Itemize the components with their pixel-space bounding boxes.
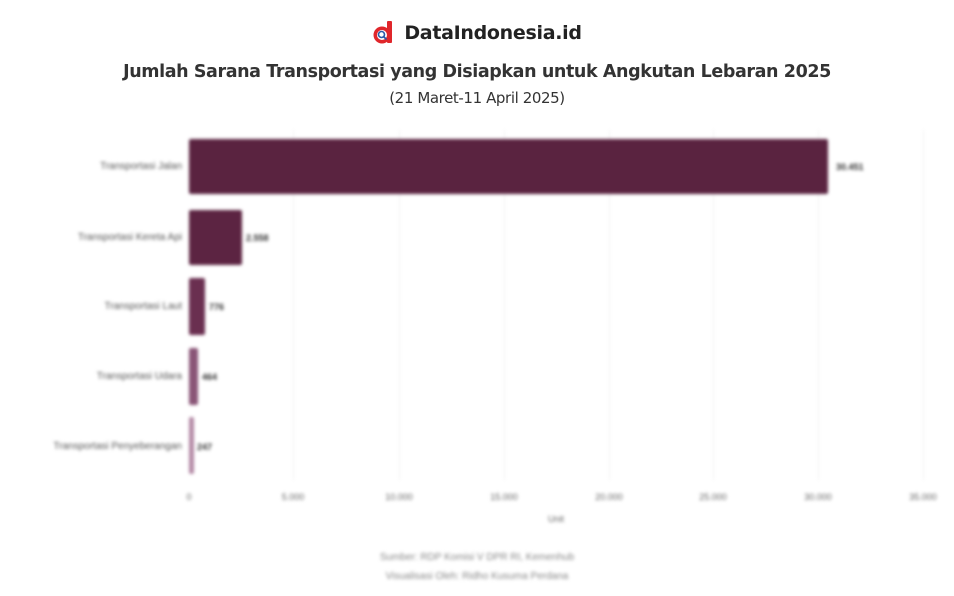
category-label: Transportasi Jalan [100, 161, 182, 172]
bar-transportasi-penyeberangan[interactable] [189, 417, 194, 474]
x-tick: 30.000 [804, 492, 832, 502]
bar-transportasi-udara[interactable] [189, 348, 198, 405]
value-label: 247 [197, 442, 213, 452]
x-tick: 20.000 [595, 492, 623, 502]
x-tick: 15.000 [490, 492, 518, 502]
category-label: Transportasi Laut [104, 301, 182, 312]
visualization-credit: Visualisasi Oleh: Ridho Kusuma Perdana [385, 571, 569, 582]
brand-name: DataIndonesia.id [404, 22, 582, 44]
gridline [818, 130, 819, 480]
x-tick: 10.000 [385, 492, 413, 502]
bar-transportasi-jalan[interactable] [189, 139, 828, 194]
brand-header: DataIndonesia.id [0, 21, 954, 45]
gridline [609, 130, 610, 480]
category-label: Transportasi Kereta Api [77, 232, 182, 243]
bar-transportasi-kereta-api[interactable] [189, 210, 242, 265]
value-label: 464 [202, 372, 218, 382]
x-tick: 0 [186, 492, 192, 502]
dataindonesia-logo-icon [372, 21, 394, 45]
value-label: 776 [209, 302, 225, 312]
category-label: Transportasi Udara [96, 371, 182, 382]
gridline [293, 130, 294, 480]
x-tick: 35.000 [909, 492, 937, 502]
chart-title: Jumlah Sarana Transportasi yang Disiapka… [123, 62, 831, 82]
x-tick: 25.000 [699, 492, 727, 502]
gridline [399, 130, 400, 480]
bar-transportasi-laut[interactable] [189, 278, 205, 335]
value-label: 2.558 [246, 233, 269, 243]
chart-subtitle: (21 Maret-11 April 2025) [389, 89, 565, 107]
gridline [713, 130, 714, 480]
gridline [504, 130, 505, 480]
gridline [923, 130, 924, 480]
category-label: Transportasi Penyeberangan [53, 441, 182, 452]
x-tick: 5.000 [281, 492, 305, 502]
source-note: Sumber: RDP Komisi V DPR RI, Kemenhub [379, 552, 575, 563]
value-label: 30.451 [836, 162, 864, 172]
x-axis-label: Unit [548, 514, 565, 524]
